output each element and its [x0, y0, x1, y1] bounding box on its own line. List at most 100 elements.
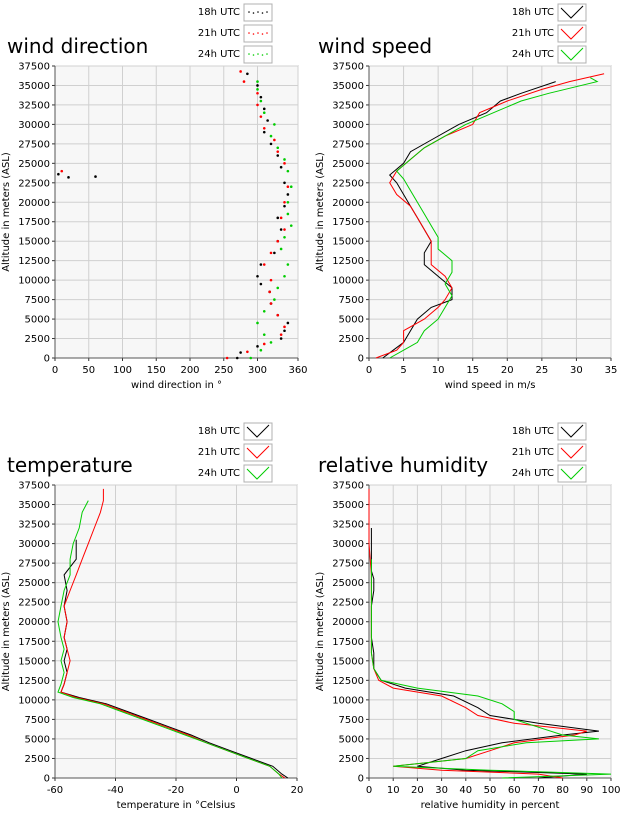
x-tick-label: -40 — [107, 785, 123, 796]
legend-label: 21h UTC — [198, 28, 240, 39]
x-tick-label: 200 — [180, 365, 199, 376]
legend-swatch-box — [243, 443, 273, 462]
x-tick-label: 80 — [556, 785, 569, 796]
legend-swatch-dot — [248, 53, 250, 55]
data-point — [242, 80, 246, 83]
y-tick-label: 0 — [358, 774, 364, 785]
data-point — [286, 200, 290, 204]
data-point — [259, 263, 263, 266]
data-point — [286, 263, 290, 266]
legend-swatch-dot — [252, 54, 255, 56]
x-tick-label: 25 — [535, 365, 548, 376]
data-point — [273, 123, 276, 126]
data-point — [283, 325, 286, 329]
data-point — [276, 286, 280, 290]
legend-swatch-box — [557, 24, 587, 43]
legend-swatch-dot — [266, 11, 268, 13]
y-tick-label: 15000 — [332, 656, 364, 667]
y-tick-label: 25000 — [332, 159, 364, 170]
y-tick-label: 7500 — [25, 715, 50, 726]
legend-swatch-dot — [252, 12, 255, 14]
y-tick-label: 27500 — [332, 139, 364, 150]
x-tick-label: 15 — [466, 365, 479, 376]
y-tick-label: 30000 — [332, 539, 364, 550]
data-point — [262, 333, 266, 336]
x-tick-label: 100 — [113, 365, 132, 376]
x-tick-label: 90 — [580, 785, 593, 796]
legend-label: 18h UTC — [512, 7, 554, 18]
data-point — [279, 333, 283, 336]
x-tick-label: 5 — [400, 365, 406, 376]
series-line — [370, 528, 599, 779]
data-point — [256, 88, 259, 91]
y-axis-label: Altitude in meters (ASL) — [315, 152, 326, 272]
legend-label: 21h UTC — [512, 28, 554, 39]
y-tick-label: 20000 — [332, 617, 364, 628]
legend-swatch-line — [246, 466, 270, 480]
y-tick-label: 5000 — [339, 315, 364, 326]
y-tick-label: 20000 — [18, 198, 50, 209]
x-tick-label: 0 — [366, 785, 372, 796]
legend-swatch-line — [246, 424, 270, 438]
legend-swatch-dot — [248, 11, 250, 13]
data-point — [262, 263, 266, 266]
x-tick-label: 250 — [214, 365, 233, 376]
x-tick-label: 0 — [52, 365, 58, 376]
y-tick-label: 27500 — [18, 139, 50, 150]
y-tick-label: 37500 — [18, 62, 50, 73]
x-axis-label: wind direction in ° — [131, 380, 222, 391]
data-point — [286, 185, 290, 188]
y-tick-label: 5000 — [25, 734, 50, 745]
data-point — [246, 350, 249, 354]
legend-swatch-dot — [257, 32, 259, 34]
y-tick-label: 17500 — [332, 217, 364, 228]
plot-area — [54, 65, 299, 359]
chart-panel-1: 0 2500 5000 7500 10000 12500 15000 17500 20000 22… — [315, 3, 618, 391]
y-tick-label: 32500 — [18, 100, 50, 111]
legend-swatch-dot — [248, 32, 250, 34]
data-point — [276, 239, 280, 243]
y-tick-label: 37500 — [332, 62, 364, 73]
x-tick-label: 50 — [82, 365, 95, 376]
y-tick-label: 12500 — [332, 676, 364, 687]
y-tick-label: 10000 — [18, 695, 50, 706]
x-tick-label: 70 — [532, 785, 545, 796]
data-point — [256, 321, 259, 325]
legend-swatch-dot — [261, 33, 264, 35]
legend-label: 18h UTC — [512, 426, 554, 437]
legend-label: 24h UTC — [198, 49, 240, 60]
y-tick-label: 0 — [44, 354, 50, 365]
series-line — [57, 500, 283, 779]
legend-label: 18h UTC — [198, 7, 240, 18]
y-tick-label: 20000 — [332, 198, 364, 209]
x-tick-label: 30 — [570, 365, 583, 376]
y-tick-label: 30000 — [18, 120, 50, 131]
y-tick-label: 32500 — [332, 100, 364, 111]
chart-title: temperature — [7, 453, 133, 477]
y-tick-label: 27500 — [332, 559, 364, 570]
legend-swatch-line — [560, 445, 584, 459]
y-tick-label: 2500 — [339, 754, 364, 765]
legend-swatch-box — [557, 45, 587, 64]
legend-label: 24h UTC — [512, 49, 554, 60]
data-point — [273, 138, 276, 142]
data-point — [269, 302, 273, 305]
chart-panel-2: 0 2500 5000 7500 10000 12500 15000 17500 20000 22… — [1, 422, 303, 811]
x-tick-label: 10 — [432, 365, 445, 376]
data-point — [279, 216, 283, 220]
data-point — [259, 99, 263, 103]
y-tick-label: 2500 — [339, 334, 364, 345]
legend-swatch-dot — [261, 54, 264, 56]
data-point — [259, 115, 263, 118]
x-tick-label: 40 — [459, 785, 472, 796]
y-tick-label: 17500 — [18, 217, 50, 228]
data-point — [283, 181, 286, 185]
x-tick-label: 35 — [605, 365, 618, 376]
data-point — [279, 247, 283, 251]
data-point — [276, 154, 280, 157]
legend-swatch-line — [560, 5, 584, 19]
data-point — [249, 356, 253, 360]
legend-swatch-line — [560, 424, 584, 438]
y-tick-label: 25000 — [332, 578, 364, 589]
data-point — [283, 236, 286, 239]
